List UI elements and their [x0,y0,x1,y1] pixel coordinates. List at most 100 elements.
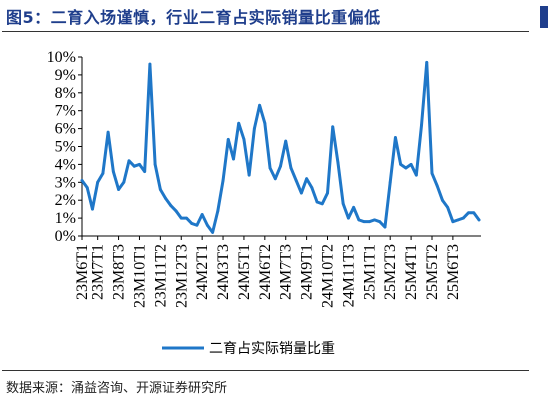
data-point [216,209,220,213]
y-tick-label: 10% [47,49,76,66]
data-point [132,164,136,168]
data-point [237,121,241,125]
data-point [446,205,450,209]
data-point [279,164,282,168]
data-point [101,171,105,175]
data-point [414,173,418,177]
x-tick-label: 24M9T1 [299,244,316,300]
data-point [169,204,173,207]
y-tick-label: 9% [55,67,76,84]
source-note: 数据来源：涌益咨询、开源证券研究所 [6,381,228,396]
data-point [226,137,230,141]
data-point [232,157,235,161]
x-tick-label: 24M5T1 [236,244,253,300]
data-point [205,223,209,227]
data-point [221,179,225,182]
data-point [326,191,329,195]
x-tick-label: 25M1T1 [361,244,378,300]
data-point [435,184,439,188]
data-point [456,218,460,222]
data-point [106,130,110,134]
data-point [347,216,350,220]
y-tick-label: 7% [55,103,76,120]
y-axis: 0%1%2%3%4%5%6%7%8%9%10% [47,49,83,245]
data-point [138,163,141,166]
x-tick-label: 23M12T3 [173,244,190,308]
x-tick-label: 24M6T2 [257,244,274,300]
data-point [425,60,429,64]
data-point [409,163,413,166]
data-point [268,166,272,170]
data-point [127,159,131,163]
title-rule [2,31,529,32]
data-point [404,166,408,170]
source-rule [2,370,529,371]
data-point [310,186,314,190]
data-point [394,136,397,139]
data-point [258,103,262,107]
y-tick-label: 4% [55,156,76,173]
data-point [477,218,481,222]
legend: 二育占实际销量比重 [162,341,335,357]
data-point [195,223,199,227]
x-tick-label: 25M5T2 [424,244,441,300]
data-point [164,197,167,200]
data-point [383,225,387,229]
data-point [252,127,256,130]
data-point [80,179,84,182]
data-point [242,137,246,141]
data-point [373,218,376,222]
y-tick-label: 0% [55,228,76,245]
data-point [148,62,152,66]
data-point [122,180,126,184]
data-point [451,220,455,224]
data-point [305,177,309,181]
data-point [190,222,194,225]
x-tick-label: 25M2T3 [382,244,399,300]
x-tick-label: 25M4T1 [403,244,420,300]
data-point [158,188,162,191]
y-tick-label: 2% [55,192,76,209]
x-tick-label: 24M2T1 [194,244,211,300]
data-point [153,163,157,166]
data-point [284,139,288,143]
data-point [315,200,319,204]
data-point [91,207,94,211]
x-tick-label: 23M6T1 [74,244,91,300]
x-tick-label: 24M11T3 [340,244,357,307]
data-point [211,231,214,234]
data-point [420,123,423,127]
x-tick-label: 25M6T3 [445,244,462,300]
data-point [367,220,371,224]
data-point [357,218,361,222]
data-point [331,125,335,129]
series-line [80,60,481,234]
data-point [378,220,382,224]
data-point [461,216,465,220]
y-tick-label: 3% [55,174,76,191]
data-point [430,171,434,175]
data-point [289,166,293,170]
series-layer [80,60,481,234]
y-tick-label: 8% [55,85,76,102]
data-point [299,191,303,195]
data-point [185,216,188,220]
data-point [247,173,251,177]
data-point [200,213,204,216]
data-point [96,180,100,184]
legend-label: 二育占实际销量比重 [209,341,335,357]
data-point [467,211,470,215]
x-tick-label: 23M11T2 [152,244,169,307]
data-point [85,186,89,190]
data-point [441,198,444,202]
y-tick-label: 1% [55,210,76,227]
x-tick-label: 24M3T3 [215,244,232,300]
y-tick-label: 5% [55,139,76,156]
data-point [388,180,392,184]
data-point [320,202,324,206]
data-point [117,188,120,191]
data-point [143,170,147,173]
x-tick-label: 23M8T3 [111,244,128,300]
data-point [362,220,366,224]
